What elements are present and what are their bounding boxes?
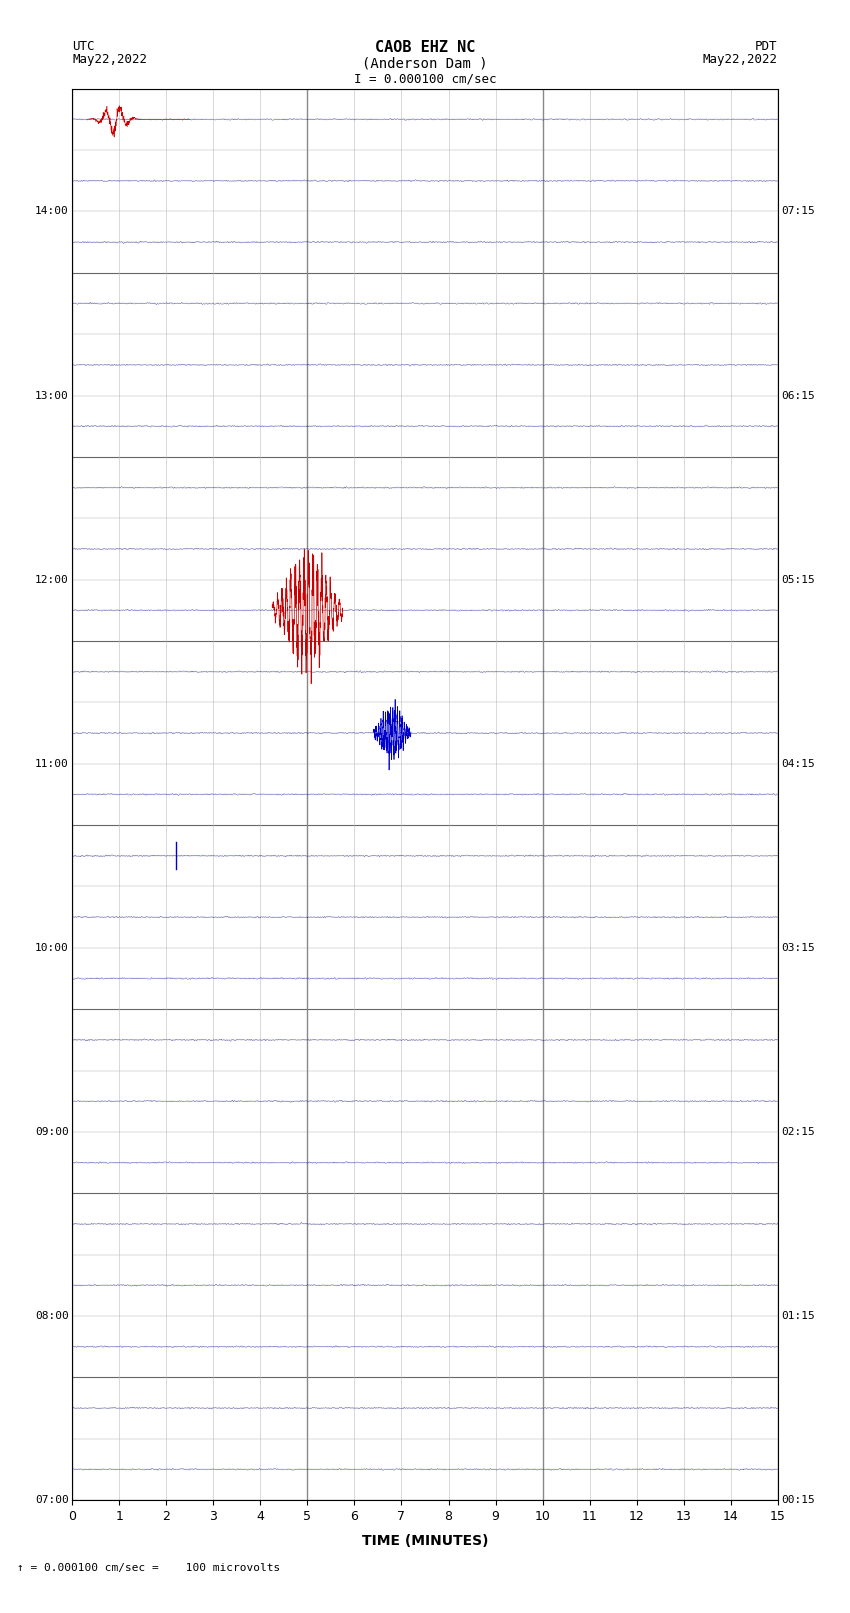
Text: 11:00: 11:00: [35, 758, 69, 769]
Text: 07:15: 07:15: [781, 206, 815, 216]
Text: PDT: PDT: [756, 40, 778, 53]
Text: ↑ = 0.000100 cm/sec =    100 microvolts: ↑ = 0.000100 cm/sec = 100 microvolts: [17, 1563, 280, 1573]
Text: (Anderson Dam ): (Anderson Dam ): [362, 56, 488, 71]
X-axis label: TIME (MINUTES): TIME (MINUTES): [362, 1534, 488, 1548]
Text: 08:00: 08:00: [35, 1311, 69, 1321]
Text: 03:15: 03:15: [781, 944, 815, 953]
Text: 14:00: 14:00: [35, 206, 69, 216]
Text: May22,2022: May22,2022: [703, 53, 778, 66]
Text: I = 0.000100 cm/sec: I = 0.000100 cm/sec: [354, 73, 496, 85]
Text: 13:00: 13:00: [35, 390, 69, 400]
Text: 10:00: 10:00: [35, 944, 69, 953]
Text: 05:15: 05:15: [781, 574, 815, 584]
Text: 06:15: 06:15: [781, 390, 815, 400]
Text: CAOB EHZ NC: CAOB EHZ NC: [375, 40, 475, 55]
Text: 12:00: 12:00: [35, 574, 69, 584]
Text: 01:15: 01:15: [781, 1311, 815, 1321]
Text: 00:15: 00:15: [781, 1495, 815, 1505]
Text: 02:15: 02:15: [781, 1127, 815, 1137]
Text: May22,2022: May22,2022: [72, 53, 147, 66]
Text: 09:00: 09:00: [35, 1127, 69, 1137]
Text: UTC: UTC: [72, 40, 94, 53]
Text: 07:00: 07:00: [35, 1495, 69, 1505]
Text: 04:15: 04:15: [781, 758, 815, 769]
